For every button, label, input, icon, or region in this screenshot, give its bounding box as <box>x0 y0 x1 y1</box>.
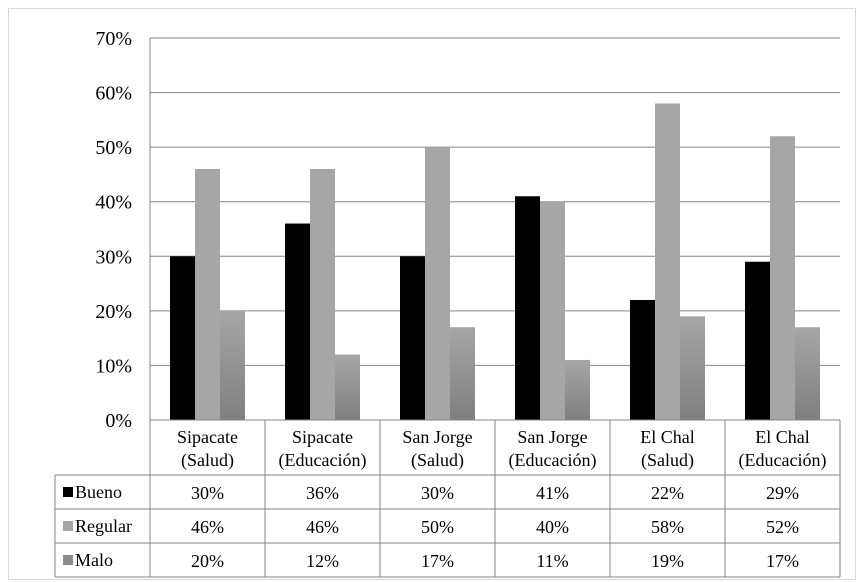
data-value-label: 40% <box>536 517 569 537</box>
y-tick-label: 40% <box>95 192 132 214</box>
bar-bueno <box>400 256 425 420</box>
y-tick-label: 20% <box>95 301 132 323</box>
data-value-label: 50% <box>421 517 454 537</box>
category-label: El Chal <box>755 427 810 447</box>
bar-bueno <box>515 196 540 420</box>
bar-malo <box>795 327 820 420</box>
y-tick-label: 30% <box>95 246 132 268</box>
data-value-label: 17% <box>766 551 799 571</box>
legend-key-malo <box>63 555 73 565</box>
bar-malo <box>220 310 245 420</box>
category-label: San Jorge <box>402 427 472 447</box>
data-value-label: 20% <box>191 551 224 571</box>
data-value-label: 11% <box>536 551 568 571</box>
legend-key-bueno <box>63 487 73 497</box>
bar-malo <box>450 327 475 420</box>
bar-regular <box>195 168 220 420</box>
bar-malo <box>565 359 590 420</box>
data-value-label: 22% <box>651 483 684 503</box>
data-value-label: 46% <box>306 517 339 537</box>
category-label: (Educación) <box>739 450 827 471</box>
y-axis: 0% 10% 20% 30% 40% 50% 60% 70% <box>95 28 151 432</box>
data-value-label: 52% <box>766 517 799 537</box>
bar-regular <box>655 103 680 420</box>
category-label: El Chal <box>640 427 695 447</box>
category-label: (Educación) <box>509 450 597 471</box>
y-tick-label: 70% <box>95 28 132 50</box>
category-label: (Educación) <box>279 450 367 471</box>
data-value-label: 58% <box>651 517 684 537</box>
data-value-label: 19% <box>651 551 684 571</box>
bar-bueno <box>745 261 770 420</box>
bar-bueno <box>285 223 310 420</box>
bars <box>170 103 820 420</box>
data-value-label: 12% <box>306 551 339 571</box>
bar-bueno <box>170 256 195 420</box>
data-value-label: 29% <box>766 483 799 503</box>
bar-bueno <box>630 299 655 420</box>
category-label: (Salud) <box>411 450 464 471</box>
bar-regular <box>540 201 565 420</box>
bar-malo <box>335 354 360 420</box>
data-value-label: 36% <box>306 483 339 503</box>
legend-label: Bueno <box>75 482 122 502</box>
y-tick-label: 50% <box>95 137 132 159</box>
data-value-label: 17% <box>421 551 454 571</box>
data-value-label: 30% <box>191 483 224 503</box>
y-tick-label: 0% <box>105 410 132 432</box>
category-label: Sipacate <box>177 427 238 447</box>
category-label: San Jorge <box>517 427 587 447</box>
data-table: Sipacate (Salud) Sipacate (Educación) San Jo… <box>54 419 841 578</box>
legend-key-regular <box>63 521 73 531</box>
data-value-label: 46% <box>191 517 224 537</box>
category-label: Sipacate <box>292 427 353 447</box>
data-value-label: 30% <box>421 483 454 503</box>
category-label: (Salud) <box>641 450 694 471</box>
category-label: (Salud) <box>181 450 234 471</box>
data-value-label: 41% <box>536 483 569 503</box>
bar-malo <box>680 316 705 420</box>
legend-label: Malo <box>75 550 113 570</box>
bar-regular <box>425 147 450 420</box>
y-tick-label: 60% <box>95 83 132 105</box>
bar-regular <box>770 136 795 420</box>
y-tick-label: 10% <box>95 355 132 377</box>
gridlines <box>150 37 840 421</box>
bar-regular <box>310 168 335 420</box>
legend-label: Regular <box>75 516 132 536</box>
